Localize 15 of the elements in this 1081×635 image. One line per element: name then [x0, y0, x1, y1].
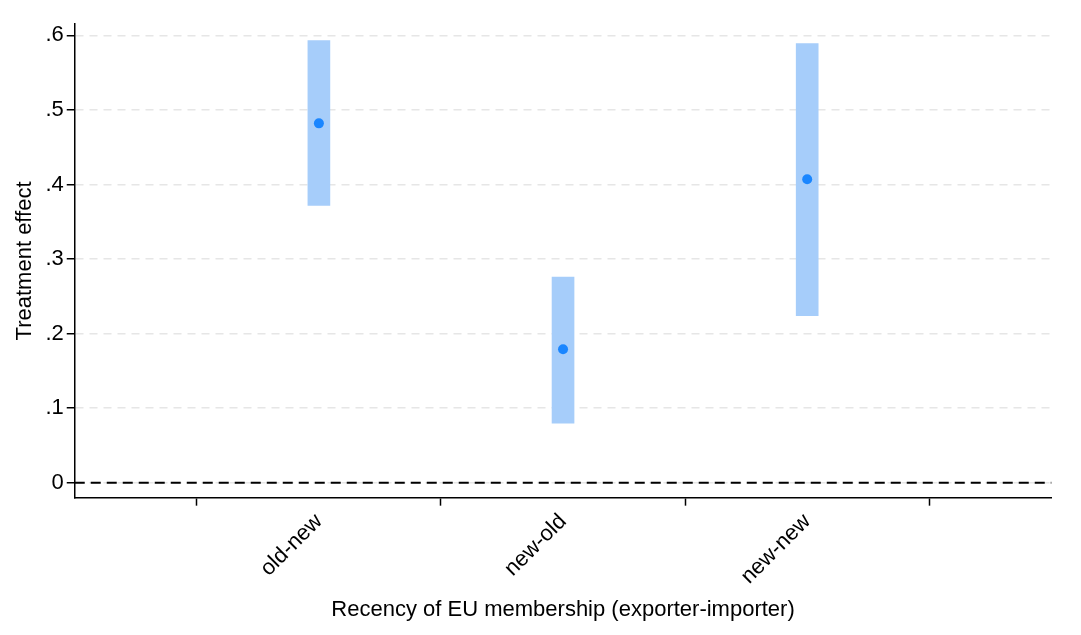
y-tick-label: .6 — [45, 21, 64, 47]
point — [802, 174, 813, 185]
y-axis-title: Treatment effect — [11, 181, 37, 341]
y-tick-label: .4 — [45, 170, 64, 196]
y-tick-label: .3 — [45, 245, 64, 271]
bar — [307, 40, 331, 206]
bar — [551, 276, 575, 424]
point — [558, 344, 569, 355]
x-axis-title: Recency of EU membership (exporter-importer) — [331, 595, 795, 621]
y-tick-label: 0 — [51, 468, 64, 494]
y-tick-label: .5 — [45, 96, 64, 122]
y-tick-label: .2 — [45, 319, 64, 345]
point — [313, 118, 324, 129]
bar — [795, 43, 819, 317]
y-tick-label: .1 — [45, 394, 64, 420]
